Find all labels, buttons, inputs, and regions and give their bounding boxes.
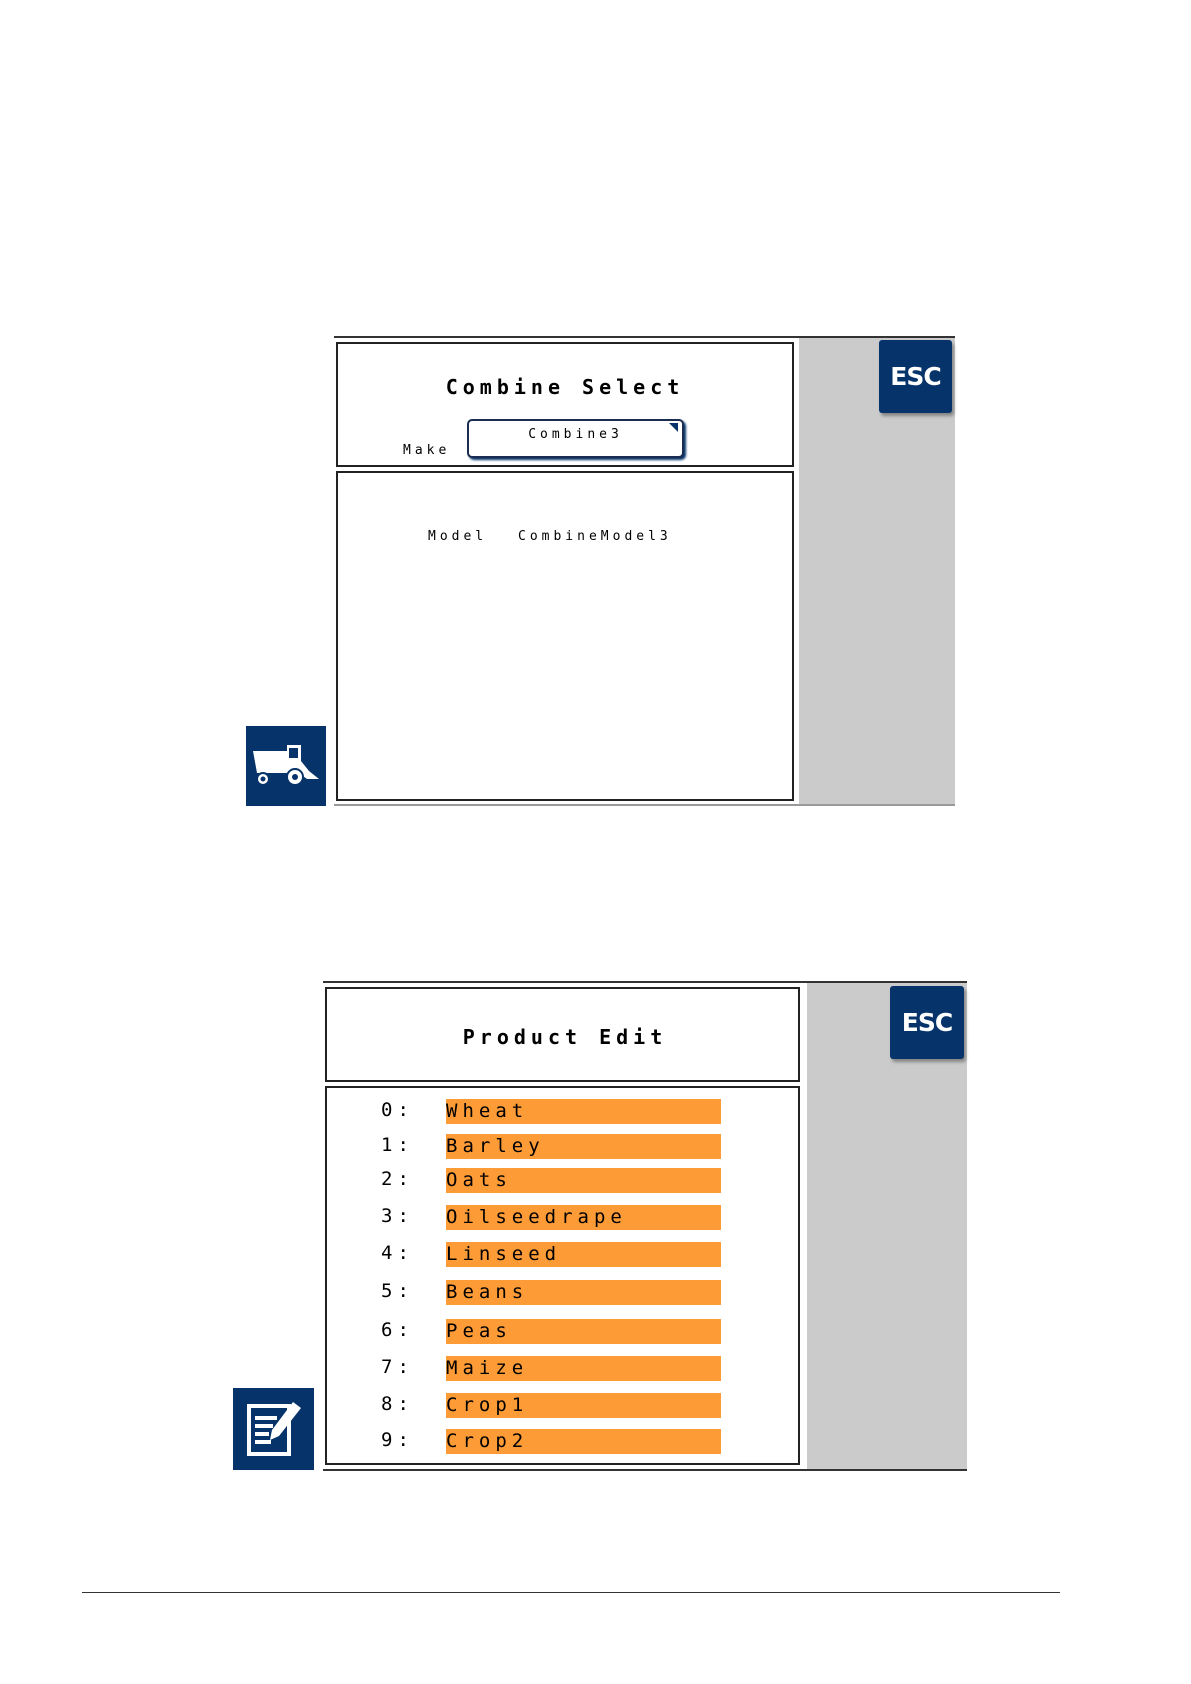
divider xyxy=(323,981,967,983)
softkey-panel xyxy=(807,983,967,1470)
product-index: 0: xyxy=(381,1099,414,1121)
make-dropdown[interactable]: Combine3 xyxy=(467,419,684,458)
product-item-barley[interactable]: Barley xyxy=(446,1134,721,1159)
esc-button[interactable]: ESC xyxy=(879,340,952,413)
product-index: 9: xyxy=(381,1429,414,1451)
divider xyxy=(323,1469,967,1471)
product-index: 8: xyxy=(381,1393,414,1415)
model-value: CombineModel3 xyxy=(518,529,672,544)
product-index: 1: xyxy=(381,1134,414,1156)
combine-harvester-icon xyxy=(246,726,326,806)
make-label: Make xyxy=(403,443,451,458)
dropdown-corner-icon xyxy=(669,423,678,432)
divider xyxy=(334,336,955,338)
product-item-crop2[interactable]: Crop2 xyxy=(446,1429,721,1454)
model-box xyxy=(336,471,794,801)
make-value: Combine3 xyxy=(528,427,623,442)
product-item-linseed[interactable]: Linseed xyxy=(446,1242,721,1267)
product-item-oilseedrape[interactable]: Oilseedrape xyxy=(446,1205,721,1230)
page-footer-rule xyxy=(82,1592,1060,1593)
product-index: 6: xyxy=(381,1319,414,1341)
product-index: 2: xyxy=(381,1168,414,1190)
product-item-crop1[interactable]: Crop1 xyxy=(446,1393,721,1418)
page-title: Combine Select xyxy=(445,375,685,399)
edit-document-icon xyxy=(233,1388,314,1470)
divider xyxy=(334,804,955,806)
product-index: 3: xyxy=(381,1205,414,1227)
title-box xyxy=(325,987,800,1082)
product-item-beans[interactable]: Beans xyxy=(446,1280,721,1305)
product-index: 4: xyxy=(381,1242,414,1264)
product-index: 5: xyxy=(381,1280,414,1302)
product-item-oats[interactable]: Oats xyxy=(446,1168,721,1193)
product-item-maize[interactable]: Maize xyxy=(446,1356,721,1381)
page-title: Product Edit xyxy=(462,1025,668,1049)
product-item-wheat[interactable]: Wheat xyxy=(446,1099,721,1124)
softkey-panel xyxy=(799,338,955,805)
esc-button[interactable]: ESC xyxy=(890,986,964,1059)
product-index: 7: xyxy=(381,1356,414,1378)
model-label: Model xyxy=(428,529,488,544)
product-item-peas[interactable]: Peas xyxy=(446,1319,721,1344)
